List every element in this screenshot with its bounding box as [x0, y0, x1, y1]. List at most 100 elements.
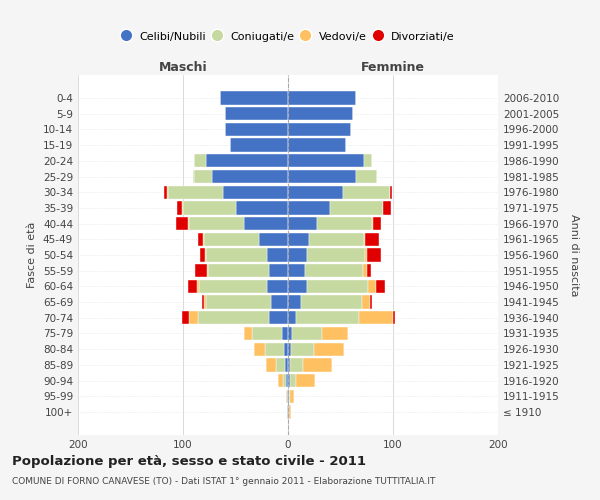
Bar	[198, 311, 269, 324]
Bar	[287, 390, 288, 403]
Bar	[290, 390, 295, 403]
Bar	[167, 186, 168, 199]
Bar	[286, 374, 288, 387]
Bar	[288, 327, 292, 340]
Bar	[284, 342, 288, 356]
Bar	[365, 232, 379, 246]
Bar	[176, 217, 188, 230]
Bar	[230, 138, 288, 152]
Bar	[289, 390, 290, 403]
Bar	[182, 311, 189, 324]
Bar	[283, 374, 286, 387]
Bar	[288, 107, 353, 120]
Bar	[356, 170, 377, 183]
Bar	[292, 327, 322, 340]
Bar	[364, 232, 365, 246]
Bar	[225, 107, 288, 120]
Bar	[200, 248, 205, 262]
Bar	[288, 92, 356, 104]
Legend: Celibi/Nubili, Coniugati/e, Vedovi/e, Divorziati/e: Celibi/Nubili, Coniugati/e, Vedovi/e, Di…	[117, 26, 459, 46]
Bar	[307, 248, 365, 262]
Bar	[199, 280, 267, 293]
Bar	[205, 248, 206, 262]
Bar	[206, 154, 288, 168]
Text: Popolazione per età, sesso e stato civile - 2011: Popolazione per età, sesso e stato civil…	[12, 455, 366, 468]
Bar	[322, 327, 348, 340]
Bar	[288, 280, 307, 293]
Bar	[383, 201, 391, 214]
Bar	[288, 123, 351, 136]
Bar	[390, 186, 392, 199]
Bar	[317, 217, 372, 230]
Bar	[372, 217, 373, 230]
Bar	[235, 201, 288, 214]
Bar	[288, 374, 290, 387]
Bar	[288, 201, 330, 214]
Bar	[168, 186, 223, 199]
Bar	[197, 280, 199, 293]
Bar	[359, 311, 393, 324]
Bar	[290, 374, 296, 387]
Bar	[288, 296, 301, 309]
Bar	[368, 280, 376, 293]
Bar	[288, 248, 307, 262]
Bar	[289, 406, 291, 418]
Bar	[194, 264, 207, 278]
Text: Maschi: Maschi	[158, 62, 208, 74]
Bar	[376, 280, 385, 293]
Bar	[367, 264, 371, 278]
Bar	[288, 390, 289, 403]
Text: Femmine: Femmine	[361, 62, 425, 74]
Bar	[265, 342, 284, 356]
Bar	[286, 390, 287, 403]
Bar	[291, 342, 314, 356]
Bar	[290, 358, 303, 372]
Bar	[207, 264, 208, 278]
Bar	[288, 217, 317, 230]
Bar	[364, 154, 372, 168]
Bar	[301, 296, 362, 309]
Bar	[182, 201, 183, 214]
Bar	[303, 358, 332, 372]
Bar	[309, 232, 364, 246]
Bar	[288, 311, 296, 324]
Bar	[206, 248, 267, 262]
Bar	[282, 327, 288, 340]
Bar	[204, 296, 206, 309]
Bar	[393, 311, 395, 324]
Bar	[189, 217, 244, 230]
Bar	[314, 342, 344, 356]
Bar	[288, 406, 289, 418]
Bar	[277, 358, 285, 372]
Bar	[288, 358, 290, 372]
Bar	[370, 296, 372, 309]
Bar	[271, 296, 288, 309]
Bar	[188, 217, 189, 230]
Bar	[267, 248, 288, 262]
Bar	[343, 186, 390, 199]
Bar	[193, 170, 212, 183]
Bar	[208, 264, 269, 278]
Bar	[288, 186, 343, 199]
Bar	[188, 280, 197, 293]
Bar	[204, 232, 259, 246]
Bar	[203, 232, 204, 246]
Bar	[365, 248, 367, 262]
Bar	[367, 248, 382, 262]
Bar	[244, 327, 252, 340]
Bar	[296, 374, 316, 387]
Bar	[307, 280, 368, 293]
Bar	[362, 264, 367, 278]
Bar	[288, 342, 291, 356]
Y-axis label: Fasce di età: Fasce di età	[28, 222, 37, 288]
Bar	[198, 232, 203, 246]
Bar	[244, 217, 288, 230]
Bar	[183, 201, 235, 214]
Bar	[225, 123, 288, 136]
Bar	[361, 296, 370, 309]
Bar	[288, 232, 309, 246]
Bar	[305, 264, 362, 278]
Bar	[193, 154, 206, 168]
Bar	[288, 154, 364, 168]
Bar	[259, 232, 288, 246]
